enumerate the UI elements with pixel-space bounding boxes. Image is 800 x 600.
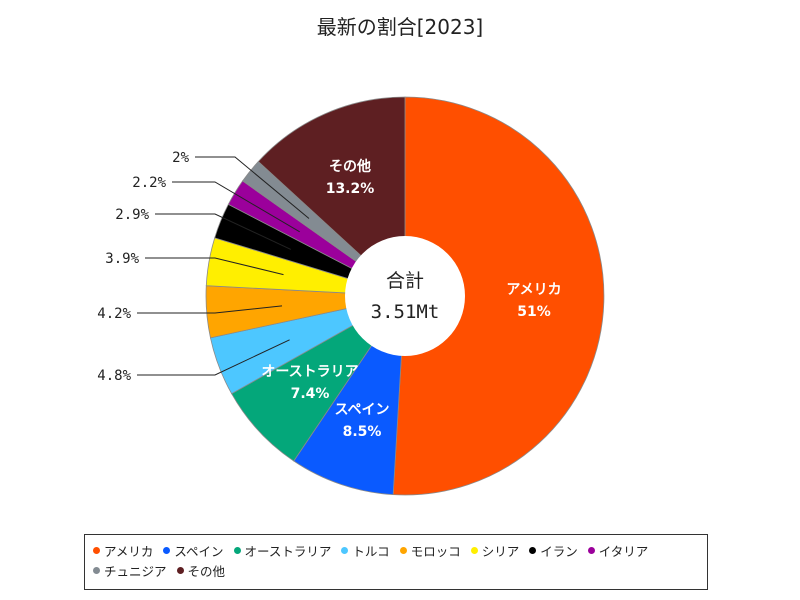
legend-label: モロッコ	[410, 543, 461, 559]
legend-marker	[233, 546, 241, 554]
legend-marker	[399, 546, 407, 554]
legend: アメリカ スペイン オーストラリア トルコ モロッコ シリア イラン イタリアチュニジア その他	[84, 534, 708, 590]
legend-label: イラン	[540, 543, 578, 559]
leader-lines	[137, 156, 310, 376]
legend-marker	[163, 546, 171, 554]
legend-label: オーストラリア	[244, 543, 332, 559]
legend-item: シリア	[470, 540, 520, 560]
data-label: 2.2%	[132, 175, 166, 191]
slice-0	[392, 96, 605, 496]
legend-item: モロッコ	[399, 540, 461, 560]
legend-label: イタリア	[598, 543, 649, 559]
donut-hole	[345, 236, 465, 356]
leader-line	[137, 305, 283, 314]
data-label: 4.8%	[97, 368, 131, 384]
leader-line	[145, 257, 284, 276]
leader-line	[137, 339, 290, 376]
data-label: 3.9%	[105, 251, 139, 267]
legend-label: アメリカ	[104, 543, 154, 559]
legend-item: アメリカ	[93, 540, 153, 560]
legend-label: スペイン	[174, 543, 224, 559]
data-label: 51%	[517, 304, 551, 320]
legend-label: トルコ	[352, 543, 390, 559]
data-label: 4.2%	[97, 306, 131, 322]
data-labels: アメリカ 51% スペイン 8.5% オーストラリア 7.4% 4.8% 4.2% 3.9% 2.…	[97, 150, 561, 440]
legend-item: トルコ	[341, 540, 390, 560]
data-label: 2.9%	[115, 207, 149, 223]
data-label: 2%	[172, 150, 189, 166]
legend-marker	[176, 566, 184, 574]
center-total: 3.51Mt	[371, 301, 440, 323]
legend-item: オーストラリア	[233, 540, 332, 560]
legend-item: チュニジア	[93, 560, 167, 580]
legend-item: その他	[176, 560, 226, 580]
legend-label: シリア	[481, 543, 520, 559]
slice-9	[257, 96, 406, 297]
chart-title: 最新の割合[2023]	[317, 15, 484, 39]
legend-label: その他	[187, 563, 226, 579]
legend-item: イラン	[529, 540, 578, 560]
legend-label: チュニジア	[104, 563, 167, 579]
slice-name-label: スペイン	[334, 402, 389, 418]
data-label: 13.2%	[326, 181, 375, 197]
slice-name-label: その他	[329, 158, 371, 175]
legend-marker	[529, 546, 537, 554]
slice-name-label: オーストラリア	[261, 364, 358, 380]
legend-marker	[341, 546, 349, 554]
legend-item: イタリア	[587, 540, 649, 560]
data-label: 7.4%	[291, 386, 330, 402]
leader-line	[155, 213, 292, 250]
legend-marker	[93, 546, 100, 554]
legend-marker	[587, 546, 595, 554]
slice-name-label: アメリカ	[506, 282, 561, 298]
legend-marker	[470, 546, 478, 554]
legend-marker	[93, 566, 100, 574]
legend-item: スペイン	[163, 540, 224, 560]
data-label: 8.5%	[343, 424, 382, 440]
leader-line	[172, 181, 300, 233]
leader-line	[195, 156, 310, 219]
center-label: 合計	[386, 270, 424, 292]
